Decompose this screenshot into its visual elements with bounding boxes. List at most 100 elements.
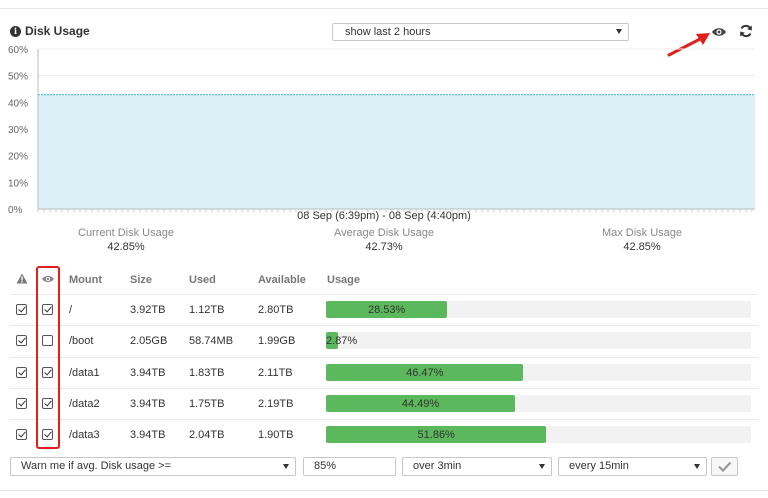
y-tick-label: 40% (8, 98, 28, 109)
header-mount[interactable]: Mount (69, 274, 102, 286)
cell-used: 1.83TB (189, 366, 225, 379)
usage-bar-label: 44.49% (401, 397, 440, 410)
red-arrow-annotation (667, 33, 710, 57)
cell-mount: /data2 (69, 397, 100, 410)
header-used[interactable]: Used (189, 274, 216, 286)
stat-current-value: 42.85% (107, 241, 145, 253)
table-row: /data3 3.94TB 2.04TB 1.90TB 51.86% (10, 419, 758, 450)
stat-average-label: Average Disk Usage (333, 227, 435, 239)
y-tick-label: 60% (8, 45, 28, 56)
stat-average: Average Disk Usage 42.73% (284, 227, 484, 253)
chart-date-range: 08 Sep (6:39pm) - 08 Sep (4:40pm) (297, 210, 471, 222)
warning-icon (16, 273, 28, 284)
y-tick-label: 50% (8, 72, 28, 83)
stat-max-value: 42.85% (623, 241, 661, 253)
checkmark-icon (718, 461, 732, 473)
usage-area (38, 94, 755, 209)
eye-icon[interactable] (711, 26, 727, 38)
alert-condition-value: Warn me if avg. Disk usage >= (21, 460, 171, 472)
alert-frequency-value: every 15min (569, 460, 629, 472)
visibility-checkbox[interactable] (42, 429, 53, 441)
usage-bar-label: 51.86% (417, 429, 455, 442)
y-tick-label: 20% (8, 152, 28, 163)
alert-checkbox[interactable] (16, 397, 27, 409)
cell-used: 1.75TB (189, 397, 225, 410)
alert-duration-value: over 3min (413, 460, 462, 472)
chevron-down-icon (616, 29, 622, 34)
header-available[interactable]: Available (258, 274, 306, 286)
cell-available: 1.90TB (258, 429, 294, 442)
y-tick-label: 30% (8, 125, 28, 136)
cell-mount: /data3 (69, 429, 100, 442)
y-tick-label: 10% (8, 178, 28, 189)
time-range-select[interactable]: show last 2 hours (332, 23, 629, 41)
cell-available: 2.80TB (258, 304, 294, 316)
alert-checkbox[interactable] (16, 335, 27, 347)
alert-checkbox[interactable] (16, 304, 27, 315)
alert-checkbox[interactable] (16, 366, 27, 378)
stat-average-value: 42.73% (365, 241, 403, 253)
alert-threshold-input[interactable]: 85% (303, 457, 396, 476)
usage-bar-track: 44.49% (326, 394, 751, 412)
usage-bar-fill (326, 332, 339, 350)
cell-size: 3.92TB (130, 304, 166, 316)
usage-bar-track: 46.47% (326, 363, 751, 381)
table-row: / 3.92TB 1.12TB 2.80TB 28.53% (10, 294, 758, 325)
cell-mount: /data1 (69, 366, 100, 379)
alert-frequency-select[interactable]: every 15min (558, 457, 707, 476)
cell-mount: / (69, 304, 73, 316)
alert-duration-select[interactable]: over 3min (402, 457, 552, 476)
chart-svg: 60% 50% 40% 30% 20% 10% 0% (8, 45, 755, 214)
top-divider (0, 8, 768, 9)
info-icon[interactable]: i (10, 25, 21, 37)
usage-bar-fill (326, 426, 547, 444)
y-tick-label: 0% (8, 205, 23, 214)
chevron-down-icon (694, 464, 700, 469)
cell-size: 3.94TB (130, 366, 166, 379)
cell-used: 2.04TB (189, 429, 225, 442)
panel-title: i Disk Usage (10, 24, 90, 38)
alert-checkbox[interactable] (16, 429, 27, 441)
usage-bar-fill (326, 363, 524, 381)
refresh-icon[interactable] (739, 24, 753, 38)
usage-bar-track: 2.87% (326, 332, 751, 350)
cell-mount: /boot (69, 335, 94, 348)
usage-bar-label: 28.53% (367, 304, 406, 316)
usage-bar-label: 2.87% (326, 335, 358, 348)
visibility-checkbox[interactable] (42, 304, 53, 315)
cell-used: 58.74MB (189, 335, 234, 348)
usage-bar-track: 28.53% (326, 301, 751, 318)
table-row: /data1 3.94TB 1.83TB 2.11TB 46.47% (10, 356, 758, 388)
usage-bar-track: 51.86% (326, 426, 751, 444)
cell-used: 1.12TB (189, 304, 225, 316)
cell-available: 2.11TB (258, 366, 293, 379)
table-row: /data2 3.94TB 1.75TB 2.19TB 44.49% (10, 387, 758, 419)
eye-icon (42, 275, 54, 283)
usage-bar-fill (326, 301, 448, 318)
cell-available: 2.19TB (258, 397, 294, 410)
panel-title-text: Disk Usage (25, 24, 90, 38)
cell-size: 3.94TB (130, 397, 166, 410)
mounts-table-header: Mount Size Used Available Usage (0, 272, 768, 294)
visibility-checkbox[interactable] (42, 366, 53, 378)
stat-max-label: Max Disk Usage (601, 227, 683, 239)
usage-bar-label: 46.47% (406, 366, 444, 379)
cell-available: 1.99GB (258, 335, 296, 348)
save-alert-button[interactable] (711, 457, 738, 476)
visibility-checkbox[interactable] (42, 335, 53, 347)
disk-usage-chart: 60% 50% 40% 30% 20% 10% 0% (0, 44, 768, 224)
visibility-checkbox[interactable] (42, 397, 53, 409)
stat-current: Current Disk Usage 42.85% (26, 227, 226, 253)
alert-condition-select[interactable]: Warn me if avg. Disk usage >= (10, 457, 296, 476)
table-row: /boot 2.05GB 58.74MB 1.99GB 2.87% (10, 325, 758, 356)
chevron-down-icon (539, 464, 545, 469)
header-usage[interactable]: Usage (327, 274, 361, 286)
header-size[interactable]: Size (130, 274, 153, 286)
cell-size: 2.05GB (130, 335, 168, 348)
chevron-down-icon (283, 464, 289, 469)
time-range-value: show last 2 hours (345, 26, 431, 38)
visibility-column-highlight (36, 266, 60, 449)
stat-max: Max Disk Usage 42.85% (542, 227, 742, 253)
cell-size: 3.94TB (130, 429, 166, 442)
usage-bar-fill (326, 394, 516, 412)
